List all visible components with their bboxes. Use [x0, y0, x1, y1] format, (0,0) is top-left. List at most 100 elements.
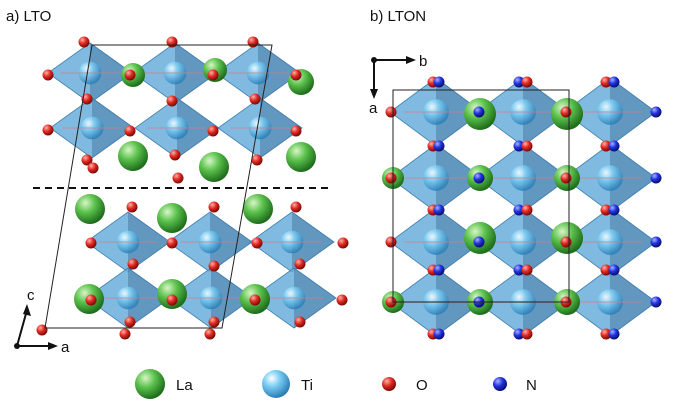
la-atom	[243, 194, 273, 224]
oxygen-atom	[294, 316, 306, 328]
oxygen-atom	[251, 237, 263, 249]
nitrogen-atom	[433, 328, 445, 340]
ti-octahedron	[563, 207, 657, 277]
nitrogen-atom	[433, 76, 445, 88]
oxygen-atom	[124, 125, 136, 137]
oxygen-atom	[600, 204, 612, 216]
nitrogen-atom	[650, 106, 662, 118]
oxygen-atom	[87, 162, 99, 174]
ti-octahedron	[476, 143, 570, 213]
oxygen-atom	[290, 69, 302, 81]
axis-c-label: c	[27, 287, 35, 304]
ti-octahedron	[476, 77, 570, 147]
nitrogen-atom	[650, 236, 662, 248]
oxygen-atom	[521, 204, 533, 216]
ti-octahedron	[85, 211, 171, 273]
oxygen-atom	[119, 328, 131, 340]
oxygen-atom	[207, 125, 219, 137]
oxygen-atom	[600, 264, 612, 276]
lton-la-atoms	[382, 98, 583, 315]
oxygen-atom	[600, 76, 612, 88]
oxygen-atom	[521, 328, 533, 340]
oxygen-atom	[385, 236, 397, 248]
nitrogen-atom	[433, 140, 445, 152]
panel-a-title: a) LTO	[6, 8, 51, 25]
ti-octahedron	[217, 97, 303, 159]
lto-oxygen-atoms	[36, 36, 349, 340]
legend: La Ti O N	[135, 369, 537, 399]
lton-octahedra	[389, 77, 657, 337]
oxygen-atom	[207, 69, 219, 81]
lton-unit-cell	[392, 89, 570, 303]
legend-ti-label: Ti	[301, 377, 313, 394]
legend-la-label: La	[176, 377, 193, 394]
oxygen-atom	[385, 172, 397, 184]
oxygen-atom	[42, 124, 54, 136]
legend-ti-swatch	[262, 370, 290, 398]
oxygen-atom	[600, 140, 612, 152]
oxygen-atom	[85, 237, 97, 249]
oxygen-atom	[204, 328, 216, 340]
lton-anion-atoms	[385, 76, 662, 340]
oxygen-atom	[208, 316, 220, 328]
nitrogen-atom	[513, 264, 525, 276]
oxygen-atom	[127, 258, 139, 270]
oxygen-atom	[172, 172, 184, 184]
nitrogen-atom	[473, 106, 485, 118]
oxygen-atom	[81, 154, 93, 166]
oxygen-atom	[81, 93, 93, 105]
la-atom	[199, 152, 229, 182]
nitrogen-atom	[513, 328, 525, 340]
ti-octahedron	[215, 42, 301, 104]
axis-b-label: b	[419, 53, 427, 70]
oxygen-atom	[336, 294, 348, 306]
oxygen-atom	[247, 36, 259, 48]
nitrogen-atom	[608, 204, 620, 216]
ti-octahedron	[85, 267, 171, 329]
legend-n-label: N	[526, 377, 537, 394]
ti-octahedron	[168, 267, 254, 329]
la-atom	[286, 142, 316, 172]
lto-unit-cell	[44, 44, 273, 329]
oxygen-atom	[560, 106, 572, 118]
oxygen-atom	[521, 264, 533, 276]
oxygen-atom	[166, 237, 178, 249]
ti-octahedron	[389, 207, 483, 277]
nitrogen-atom	[608, 328, 620, 340]
ti-octahedron	[251, 267, 337, 329]
oxygen-atom	[337, 237, 349, 249]
oxygen-atom	[249, 93, 261, 105]
nitrogen-atom	[608, 140, 620, 152]
la-atom	[157, 279, 187, 309]
oxygen-atom	[36, 324, 48, 336]
nitrogen-atom	[433, 264, 445, 276]
oxygen-atom	[166, 95, 178, 107]
ti-octahedron	[49, 97, 135, 159]
axis-a-label: a	[61, 339, 70, 356]
ti-octahedron	[134, 97, 220, 159]
oxygen-atom	[294, 258, 306, 270]
oxygen-atom	[169, 149, 181, 161]
nitrogen-atom	[473, 172, 485, 184]
nitrogen-atom	[473, 236, 485, 248]
oxygen-atom	[560, 172, 572, 184]
oxygen-atom	[124, 69, 136, 81]
oxygen-atom	[78, 36, 90, 48]
la-atom	[75, 194, 105, 224]
oxygen-atom	[208, 201, 220, 213]
nitrogen-atom	[650, 172, 662, 184]
nitrogen-atom	[513, 204, 525, 216]
ti-octahedron	[249, 211, 335, 273]
oxygen-atom	[251, 154, 263, 166]
oxygen-atom	[166, 36, 178, 48]
nitrogen-atom	[608, 76, 620, 88]
lton-axis-indicator: b a	[369, 53, 427, 117]
oxygen-atom	[249, 294, 261, 306]
oxygen-atom	[166, 294, 178, 306]
nitrogen-atom	[513, 76, 525, 88]
la-atom	[118, 141, 148, 171]
oxygen-atom	[521, 76, 533, 88]
nitrogen-atom	[513, 140, 525, 152]
